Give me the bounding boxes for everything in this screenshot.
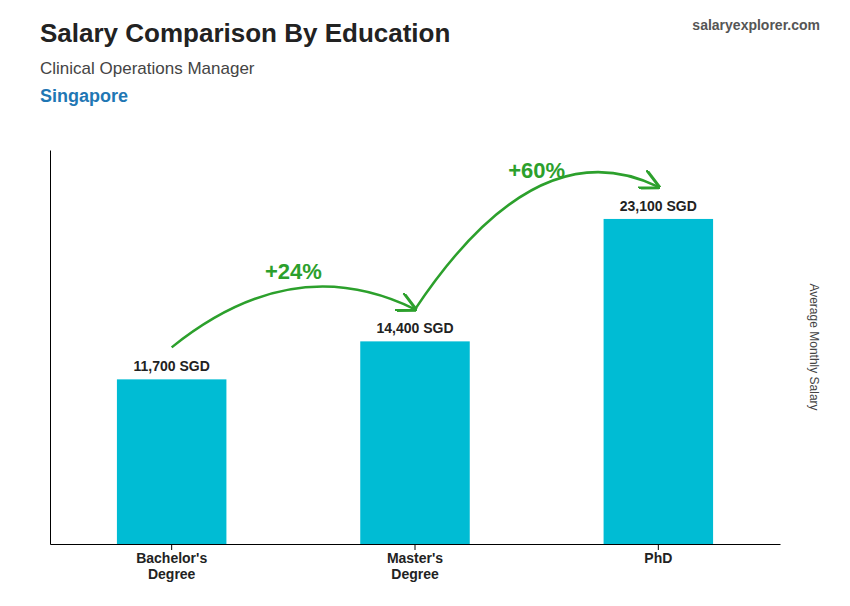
data-label: 14,400 SGD [376, 320, 453, 336]
chart: Salary Comparison By Education Clinical O… [0, 0, 850, 606]
bar [360, 341, 470, 544]
subtitle: Clinical Operations Manager [40, 59, 255, 78]
bars [117, 219, 713, 544]
data-label: 11,700 SGD [134, 358, 210, 374]
annotations: +24% +60% [172, 158, 659, 348]
bar [117, 379, 226, 544]
x-tick-label-line: Master's [387, 550, 443, 566]
annotation: +24% [265, 259, 322, 284]
x-tick-label-line: PhD [644, 550, 672, 566]
annotation-arrow [172, 287, 415, 348]
plot: Bachelor'sDegreeMaster'sDegreePhD11,700 … [51, 151, 781, 583]
x-tick-label-line: Degree [148, 566, 196, 582]
x-tick: PhD [644, 544, 672, 566]
x-tick: Bachelor'sDegree [136, 544, 207, 582]
x-axis: Bachelor'sDegreeMaster'sDegreePhD [51, 544, 781, 582]
annotation: +60% [508, 158, 565, 183]
bar [604, 219, 714, 544]
source: salaryexplorer.com [692, 17, 820, 33]
x-tick-label: PhD [644, 550, 672, 566]
x-tick-label-line: Degree [391, 566, 439, 582]
location: Singapore [40, 86, 128, 106]
annotation-arrow [415, 172, 658, 309]
y-axis [50, 151, 51, 545]
y-axis-title: Average Monthly Salary [807, 283, 821, 410]
x-tick-label-line: Bachelor's [136, 550, 207, 566]
x-tick-label: Master'sDegree [387, 550, 443, 582]
title: Salary Comparison By Education [40, 18, 450, 48]
x-tick: Master'sDegree [387, 544, 443, 582]
x-tick-label: Bachelor'sDegree [136, 550, 207, 582]
data-labels: 11,700 SGD 14,400 SGD 23,100 SGD [134, 198, 697, 374]
y-axis-line [50, 151, 51, 545]
data-label: 23,100 SGD [620, 198, 697, 214]
